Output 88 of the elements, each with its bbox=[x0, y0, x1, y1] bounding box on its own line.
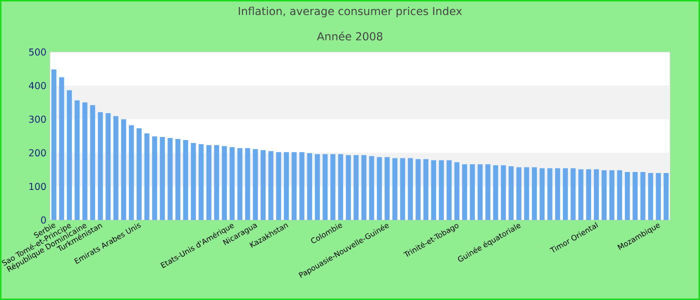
y-tick-label: 200 bbox=[29, 149, 46, 156]
bar bbox=[656, 172, 661, 220]
bar bbox=[206, 145, 212, 220]
bar bbox=[51, 69, 56, 220]
bar bbox=[299, 152, 304, 220]
bar bbox=[322, 154, 328, 220]
bar bbox=[562, 168, 568, 220]
bar bbox=[82, 102, 88, 220]
bar bbox=[74, 100, 80, 220]
bar bbox=[190, 143, 196, 220]
bar bbox=[555, 168, 560, 220]
bar bbox=[292, 152, 297, 220]
bar bbox=[400, 158, 406, 220]
bar bbox=[152, 136, 158, 220]
bar bbox=[617, 170, 622, 220]
bar bbox=[230, 147, 235, 220]
bar bbox=[578, 169, 584, 220]
bar bbox=[121, 119, 126, 220]
bar bbox=[354, 155, 359, 220]
bar bbox=[384, 157, 390, 220]
bar bbox=[438, 160, 444, 220]
bar bbox=[609, 170, 614, 220]
bar bbox=[516, 167, 522, 220]
y-tick-label: 500 bbox=[29, 48, 46, 56]
bar bbox=[392, 158, 398, 220]
bar bbox=[532, 167, 537, 220]
bar bbox=[376, 157, 382, 220]
bar bbox=[90, 105, 96, 220]
bar bbox=[431, 160, 436, 220]
bar bbox=[284, 152, 289, 220]
bar bbox=[462, 164, 468, 220]
bar bbox=[408, 158, 413, 220]
bar bbox=[624, 172, 630, 220]
bar bbox=[252, 149, 258, 220]
bar bbox=[106, 113, 111, 220]
bar bbox=[237, 148, 242, 220]
bar bbox=[338, 154, 344, 220]
bar bbox=[493, 165, 498, 220]
bar bbox=[183, 140, 188, 220]
y-tick-label: 300 bbox=[29, 116, 46, 123]
bar bbox=[214, 145, 220, 220]
bar bbox=[361, 155, 366, 220]
bar bbox=[454, 162, 460, 220]
bar bbox=[547, 168, 552, 220]
bar bbox=[168, 138, 173, 220]
bar bbox=[470, 164, 475, 220]
bar bbox=[307, 153, 312, 220]
bar bbox=[268, 151, 274, 220]
chart-title: Inflation, average consumer prices Index bbox=[238, 6, 462, 18]
bar bbox=[59, 77, 64, 220]
bar bbox=[423, 159, 428, 220]
bar bbox=[260, 150, 266, 220]
bar bbox=[128, 125, 134, 220]
bar bbox=[98, 112, 103, 220]
bar bbox=[524, 167, 530, 220]
bar bbox=[648, 172, 654, 220]
bar bbox=[508, 166, 514, 220]
bar bbox=[136, 128, 142, 220]
bar bbox=[602, 170, 607, 220]
bar bbox=[113, 116, 118, 220]
bar bbox=[500, 165, 506, 220]
bar bbox=[198, 144, 204, 220]
y-tick-label: 0 bbox=[41, 216, 46, 224]
bar bbox=[144, 133, 150, 220]
bar bbox=[446, 160, 452, 220]
y-tick-label: 400 bbox=[28, 82, 46, 90]
bar bbox=[478, 164, 483, 220]
bar bbox=[330, 154, 336, 220]
bar bbox=[570, 168, 576, 220]
bar bbox=[632, 172, 638, 220]
bar bbox=[66, 90, 72, 220]
bar bbox=[594, 169, 599, 220]
bar bbox=[369, 156, 374, 220]
y-tick-label: 100 bbox=[29, 182, 46, 190]
bar bbox=[640, 172, 646, 220]
bar bbox=[346, 155, 351, 220]
bar bbox=[540, 168, 545, 220]
chart-subtitle: Année 2008 bbox=[316, 32, 382, 40]
bar bbox=[160, 137, 165, 220]
bar bbox=[314, 154, 320, 220]
bar bbox=[416, 159, 421, 220]
bar bbox=[586, 169, 592, 220]
bar bbox=[664, 172, 669, 220]
bar bbox=[175, 139, 180, 220]
bar bbox=[485, 164, 490, 220]
bar bbox=[276, 152, 282, 220]
bar bbox=[222, 146, 227, 220]
bar bbox=[245, 148, 250, 220]
